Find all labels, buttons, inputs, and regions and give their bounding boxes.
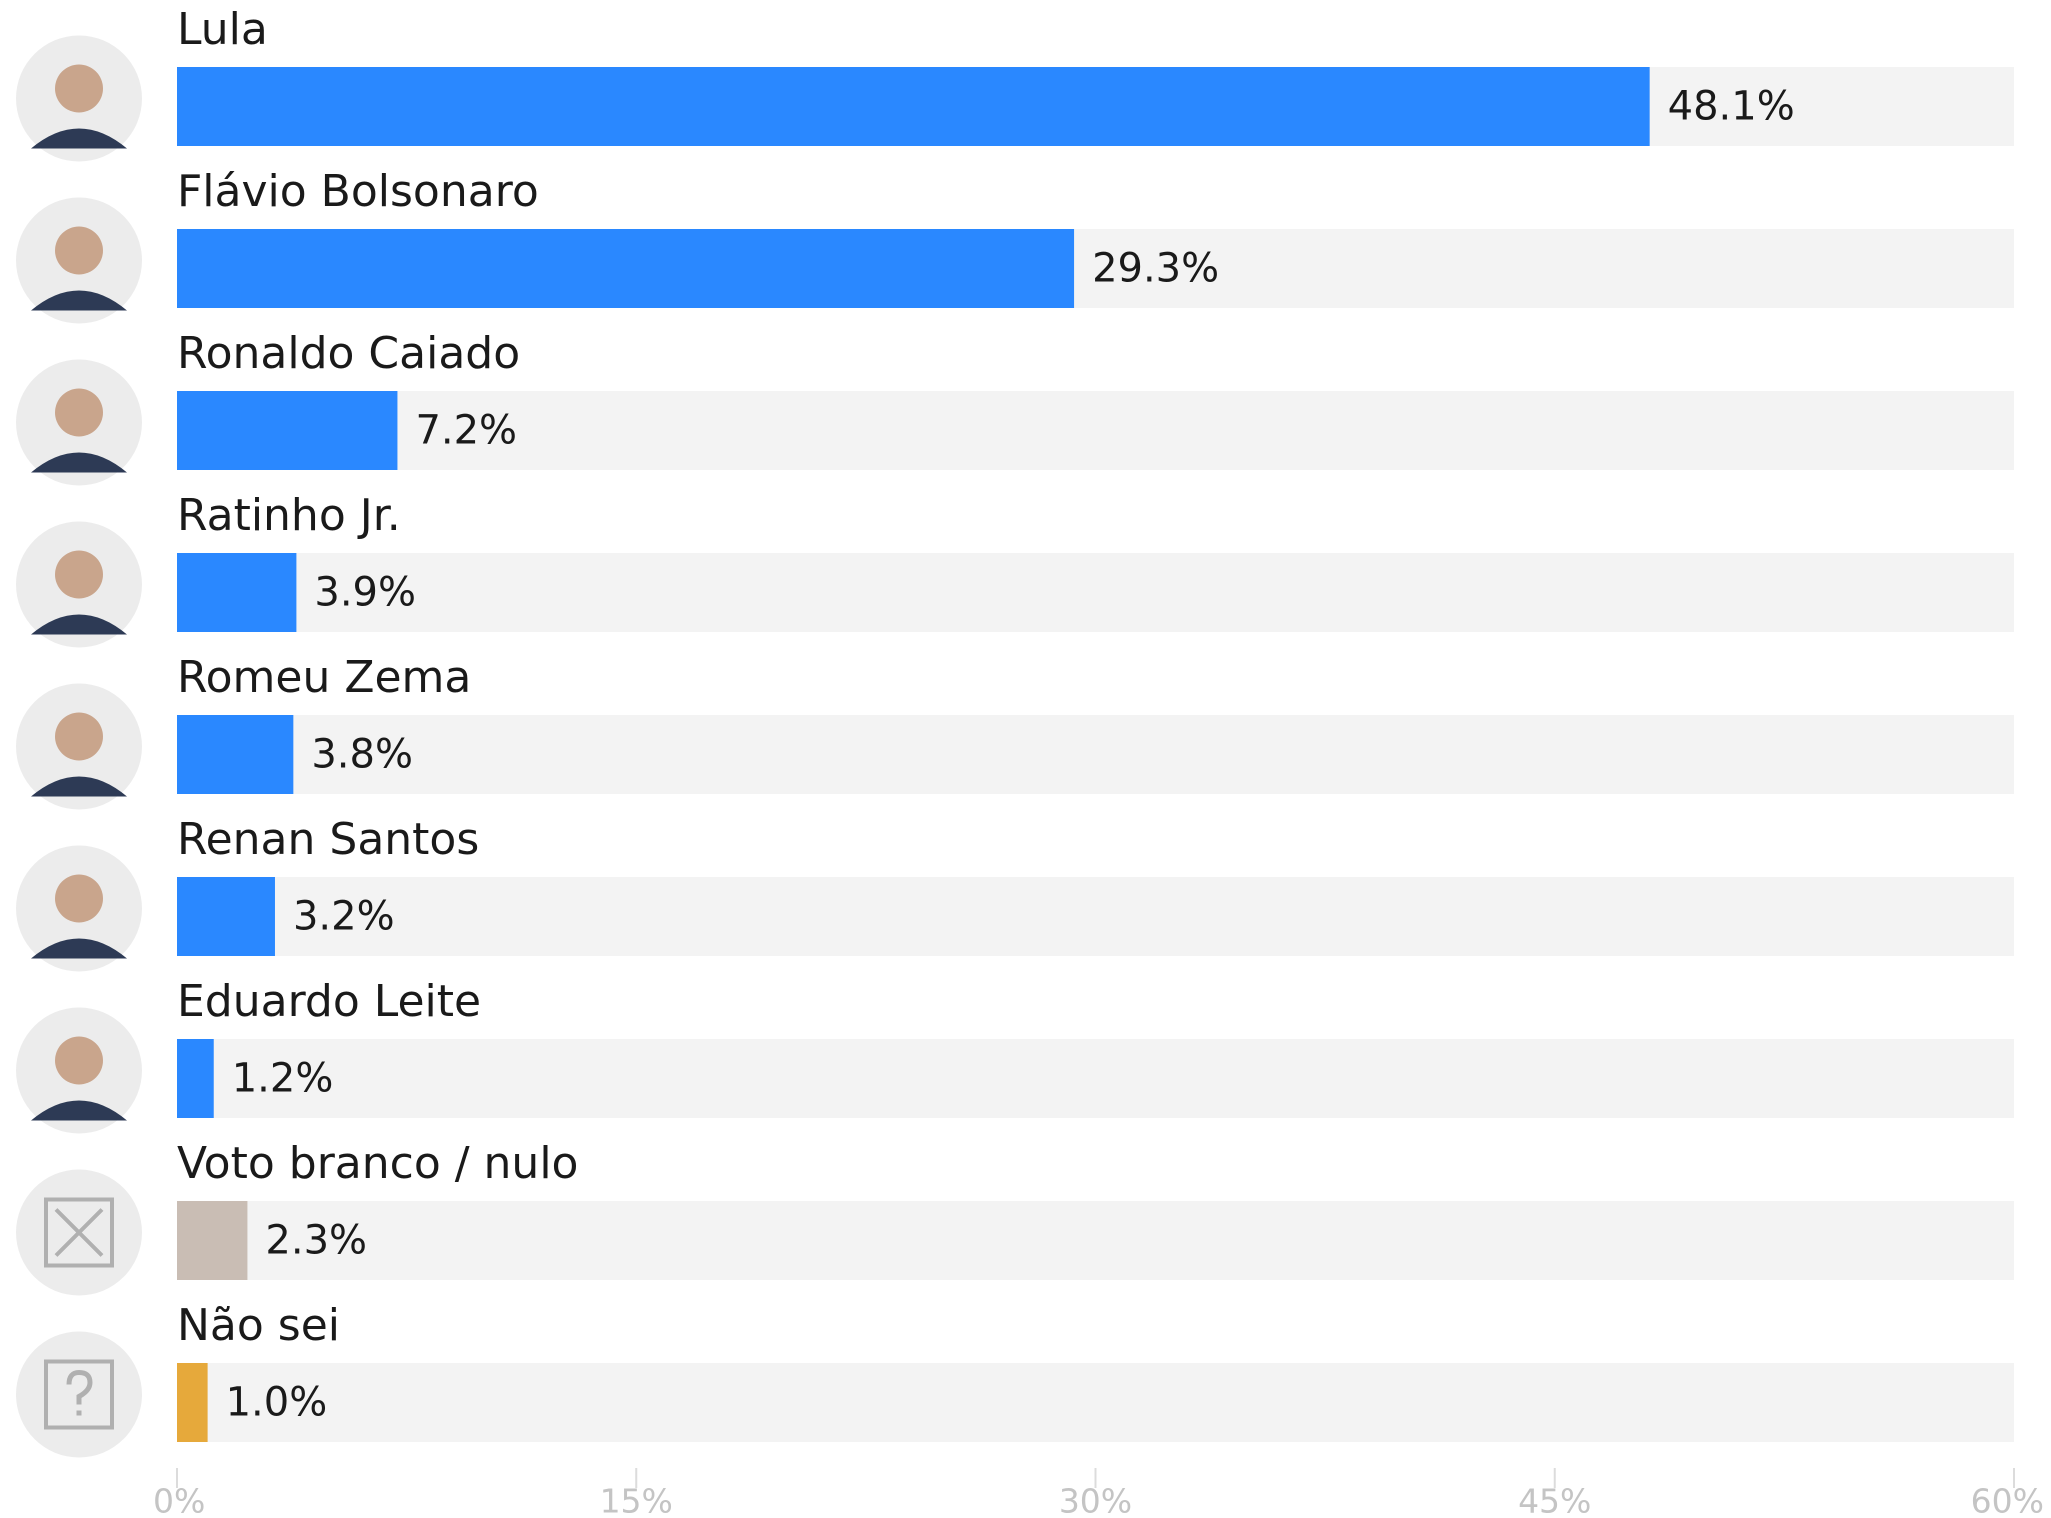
avatar — [16, 1007, 142, 1134]
category-label: Renan Santos — [177, 814, 479, 865]
x-tick-label: 30% — [1059, 1482, 1132, 1518]
category-label: Voto branco / nulo — [177, 1138, 578, 1189]
value-label: 2.3% — [265, 1218, 367, 1264]
bar-track — [177, 715, 2014, 794]
category-label: Lula — [177, 4, 268, 55]
avatar-body — [31, 938, 127, 959]
avatar — [16, 683, 142, 810]
avatar-head — [55, 64, 103, 113]
avatar-head — [55, 226, 103, 275]
value-label: 3.8% — [311, 732, 413, 778]
bar — [177, 391, 398, 470]
value-label: 1.2% — [232, 1056, 334, 1102]
avatar-body — [31, 128, 127, 149]
value-label: 7.2% — [415, 408, 517, 454]
icon-box — [44, 1359, 114, 1430]
avatar — [16, 1169, 142, 1296]
avatar-body — [31, 776, 127, 797]
avatar — [16, 197, 142, 324]
icon-box — [44, 1197, 114, 1268]
x-tick-label: 15% — [600, 1482, 673, 1518]
category-label: Ronaldo Caiado — [177, 328, 520, 379]
bar — [177, 553, 297, 632]
category-label: Ratinho Jr. — [177, 490, 401, 541]
value-label: 3.9% — [314, 570, 416, 616]
bar-track — [177, 1201, 2014, 1280]
avatar-head — [55, 550, 103, 599]
bar — [177, 1201, 248, 1280]
category-label: Romeu Zema — [177, 652, 471, 703]
value-label: 48.1% — [1668, 84, 1795, 130]
bar-track — [177, 391, 2014, 470]
x-tick-label: 0% — [153, 1482, 205, 1518]
avatar-body — [31, 1100, 127, 1121]
avatar-body — [31, 290, 127, 311]
avatar-head — [55, 712, 103, 761]
bar — [177, 715, 294, 794]
avatar — [16, 845, 142, 972]
value-label: 1.0% — [226, 1380, 328, 1426]
category-label: Eduardo Leite — [177, 976, 481, 1027]
icon-q — [66, 1369, 93, 1416]
bar — [177, 1363, 208, 1442]
bar — [177, 67, 1650, 146]
avatar-head — [55, 874, 103, 923]
avatar-head — [55, 388, 103, 437]
category-label: Não sei — [177, 1300, 340, 1351]
bar-track — [177, 1363, 2014, 1442]
avatar — [16, 359, 142, 486]
avatar — [16, 521, 142, 648]
category-label: Flávio Bolsonaro — [177, 166, 539, 217]
bar — [177, 877, 275, 956]
avatar-body — [31, 452, 127, 473]
bar-track — [177, 553, 2014, 632]
value-label: 29.3% — [1092, 246, 1219, 292]
avatar-body — [31, 614, 127, 635]
value-label: 3.2% — [293, 894, 395, 940]
avatar-head — [55, 1036, 103, 1085]
avatar — [16, 35, 142, 162]
bar-track — [177, 1039, 2014, 1118]
x-tick-label: 45% — [1518, 1482, 1591, 1518]
bar — [177, 229, 1075, 308]
bar-track — [177, 877, 2014, 956]
x-tick-label: 60% — [1971, 1482, 2044, 1518]
avatar — [16, 1331, 142, 1458]
bar — [177, 1039, 214, 1118]
icon-x — [54, 1208, 104, 1257]
